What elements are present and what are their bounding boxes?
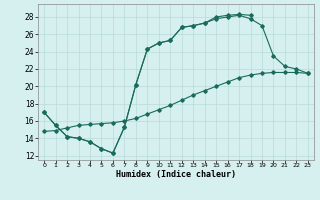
X-axis label: Humidex (Indice chaleur): Humidex (Indice chaleur) bbox=[116, 170, 236, 179]
